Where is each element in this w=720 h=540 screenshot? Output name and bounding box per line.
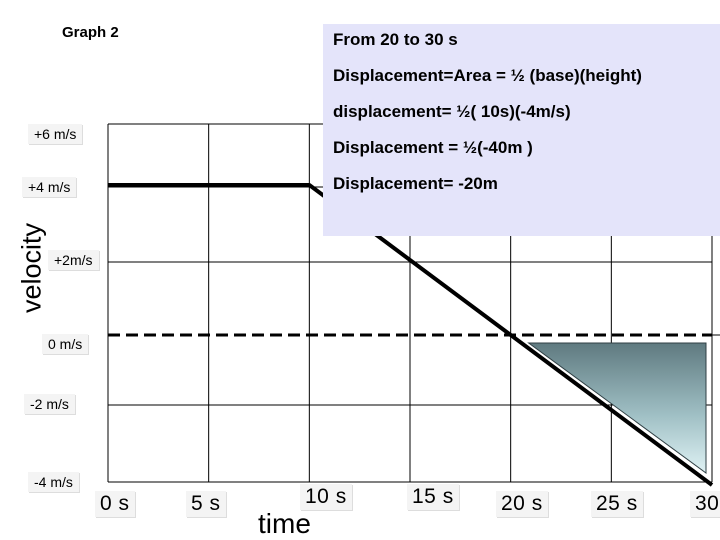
x-tick-label-10: 10 s — [300, 484, 352, 510]
note-line-result: Displacement= -20m — [333, 174, 498, 193]
slide-title: Graph 2 — [62, 24, 119, 41]
y-tick-label-neg2: -2 m/s — [24, 394, 75, 414]
note-line-area-formula: Displacement=Area = ½ (base)(height) — [333, 66, 642, 85]
note-line-substitution: displacement= ½( 10s)(-4m/s) — [333, 102, 571, 121]
note-line-interval: From 20 to 30 s — [333, 30, 458, 49]
y-tick-label-neg4: -4 m/s — [28, 472, 79, 492]
x-axis-label: time — [258, 508, 311, 539]
x-tick-label-30: 30 — [690, 491, 720, 517]
y-tick-label-0: 0 m/s — [42, 334, 89, 354]
y-tick-label-4: +4 m/s — [22, 177, 77, 197]
series-line-layer — [107, 183, 714, 487]
y-tick-label-6: +6 m/s — [28, 124, 83, 144]
note-line-simplified: Displacement = ½(-40m ) — [333, 138, 533, 157]
x-tick-label-15: 15 s — [407, 484, 459, 510]
x-tick-label-5: 5 s — [186, 491, 226, 517]
y-tick-label-2: +2m/s — [48, 250, 99, 270]
x-tick-label-20: 20 s — [496, 491, 548, 517]
x-tick-label-0: 0 s — [95, 491, 135, 517]
x-tick-label-25: 25 s — [591, 491, 643, 517]
y-axis-label: velocity — [16, 222, 47, 314]
shaded-area-layer — [527, 342, 707, 474]
displacement-area-triangle — [527, 342, 707, 474]
calculation-note-box: From 20 to 30 s Displacement=Area = ½ (b… — [323, 24, 720, 236]
